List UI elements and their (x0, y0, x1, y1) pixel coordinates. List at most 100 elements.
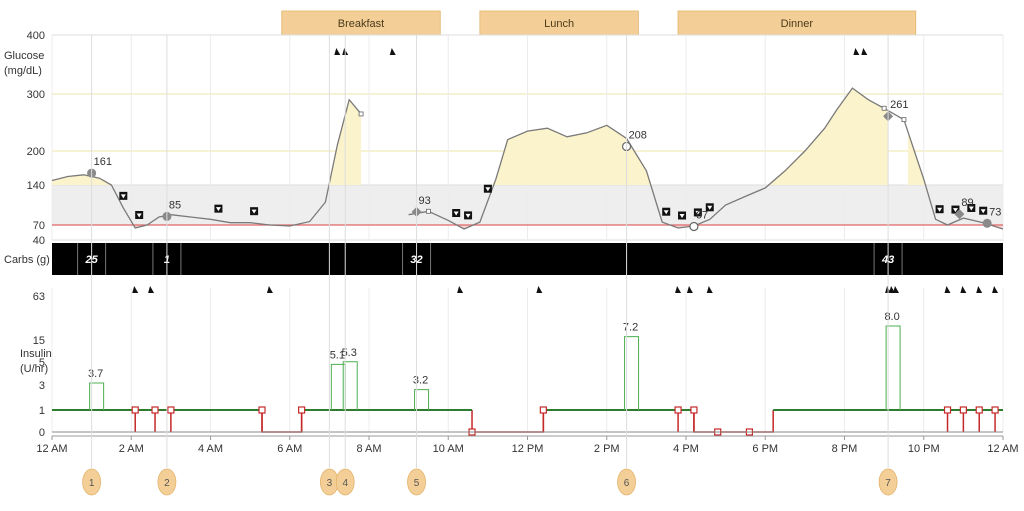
pump-event-marker (167, 406, 175, 414)
low-alert-icon-arrow (215, 207, 221, 212)
alarm-bell-icon (148, 286, 155, 293)
insulin-tick-label: 63 (33, 291, 45, 303)
insulin-tick-label: 3 (39, 380, 45, 392)
event-number-label: 7 (885, 478, 891, 489)
low-alert-icon-arrow (679, 214, 685, 218)
bolus-value-label: 8.0 (884, 311, 899, 323)
glucose-reading-label: 89 (961, 197, 973, 209)
glucose-reading-label: 85 (169, 199, 181, 211)
x-axis-tick-label: 2 AM (119, 443, 144, 455)
bolus-value-label: 3.2 (413, 375, 428, 387)
event-number-label: 2 (164, 478, 170, 489)
bolus-bar (414, 389, 430, 410)
low-alert-icon-arrow (707, 205, 713, 210)
glucose-reading-dot (982, 218, 992, 228)
insulin-tick-label: 5 (39, 357, 45, 369)
bolus-value-label: 5.3 (342, 347, 357, 359)
carbs-bar-background (52, 243, 1003, 275)
alarm-bell-icon (686, 286, 693, 293)
pump-event-marker (690, 406, 698, 414)
alarm-bell-icon (457, 286, 464, 293)
low-alert-icon-arrow (968, 206, 974, 211)
carbs-label: Carbs (g) (4, 254, 50, 266)
insulin-tick-label: 0 (39, 427, 45, 439)
event-number-badge (617, 468, 636, 496)
glucose-reading-label: 261 (890, 99, 908, 111)
event-number-badge (407, 468, 426, 496)
alarm-bell-icon (992, 286, 999, 293)
low-alert-icon-arrow (937, 207, 943, 212)
x-axis-tick-label: 12 PM (512, 443, 544, 455)
glucose-reading-label: 161 (94, 156, 112, 168)
insulin-tick-label: 1 (39, 405, 45, 417)
glucose-reading-label: 67 (696, 210, 708, 222)
curve-gap-marker (901, 117, 907, 123)
glucose-axis-title: Glucose (4, 50, 44, 62)
x-axis-tick-label: 8 PM (832, 443, 858, 455)
pump-event-marker (131, 406, 139, 414)
alarm-bell-icon (266, 286, 273, 293)
low-alert-icon-arrow (453, 211, 459, 216)
glucose-tick-label: 70 (33, 220, 45, 232)
low-alert-icon-arrow (980, 209, 986, 214)
glucose-tick-label: 40 (33, 235, 45, 247)
bolus-value-label: 7.2 (623, 322, 638, 334)
low-alert-icon-arrow (663, 210, 669, 215)
meal-band-label: Lunch (544, 18, 574, 30)
event-number-label: 6 (624, 478, 630, 489)
carbs-bar: Carbs (g)2513243 (4, 243, 1003, 275)
alarm-bell-icon (334, 48, 341, 55)
high-fill (745, 88, 889, 185)
event-number-badge (335, 468, 355, 496)
low-alert-icon-arrow (251, 209, 257, 214)
high-fill (491, 125, 651, 185)
alarm-bell-icon (893, 286, 900, 293)
curve-gap-marker (881, 105, 887, 111)
x-axis-tick-label: 6 AM (277, 443, 302, 455)
glucose-tick-label: 300 (27, 89, 45, 101)
pump-event-marker (975, 406, 983, 414)
meal-bands: Breakfast Lunch Dinner (281, 10, 917, 36)
event-number-badge (82, 468, 102, 496)
alarm-bell-icon (944, 286, 951, 293)
event-number-label: 5 (414, 478, 420, 489)
glucose-line (408, 87, 1004, 230)
glucose-axis-unit: (mg/dL) (4, 65, 42, 77)
low-alert-icon-arrow (136, 213, 142, 218)
alarm-bell-icon (536, 286, 543, 293)
bolus-bar (89, 382, 105, 410)
low-alert-icon-arrow (952, 208, 958, 213)
event-number-label: 1 (89, 478, 95, 489)
pump-event-marker (539, 406, 547, 414)
time-axis: 12 AM 2 AM 4 AM 6 AM 8 AM 10 AM 12 PM 2 PM 4 PM 6… (36, 435, 1019, 455)
x-axis-tick-label: 4 AM (198, 443, 223, 455)
alarm-bell-icon (853, 48, 860, 55)
pump-event-marker (674, 406, 682, 414)
alarm-bell-icon (960, 286, 967, 293)
meal-band-label: Dinner (781, 18, 814, 30)
bolus-value-label: 3.7 (88, 368, 103, 380)
x-axis-tick-label: 6 PM (752, 443, 778, 455)
high-fill (321, 99, 362, 185)
bolus-bar (885, 325, 901, 410)
x-axis-tick-label: 12 AM (36, 443, 67, 455)
insulin-axis-unit: (U/hr) (20, 363, 48, 375)
low-alert-icon-arrow (485, 187, 491, 192)
alarm-bell-icon (861, 48, 868, 55)
pump-event-marker (991, 406, 999, 414)
curve-gap-marker (358, 111, 364, 117)
alarm-bell-icon (976, 286, 983, 293)
x-axis-tick-label: 12 AM (987, 443, 1018, 455)
event-number-badge (157, 468, 177, 496)
meal-band (479, 10, 639, 36)
glucose-tick-label: 200 (27, 146, 45, 158)
x-axis-tick-label: 2 PM (594, 443, 620, 455)
pump-event-marker (959, 406, 967, 414)
glucose-reading-label: 73 (989, 206, 1001, 218)
glucose-reading-label: 93 (419, 195, 431, 207)
insulin-tick-label: 15 (33, 335, 45, 347)
insulin-axis-title: Insulin (20, 348, 52, 360)
alarm-bell-icon (706, 286, 713, 293)
pump-event-marker (258, 406, 266, 414)
